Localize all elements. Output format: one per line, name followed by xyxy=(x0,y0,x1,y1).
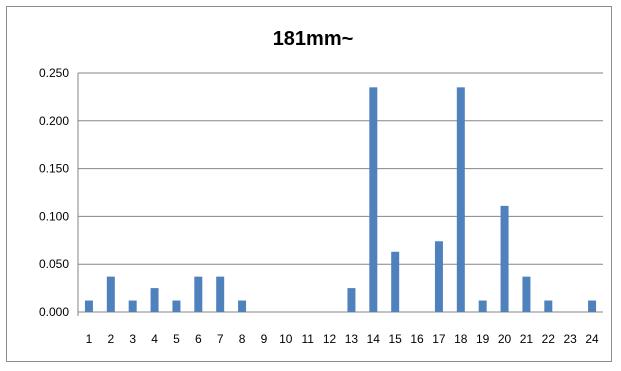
bars xyxy=(84,87,597,312)
bar-24 xyxy=(588,300,597,312)
bar-4 xyxy=(150,288,159,312)
bar-18 xyxy=(456,87,465,312)
x-tick-label: 13 xyxy=(345,332,359,346)
bar-20 xyxy=(500,205,509,312)
bar-13 xyxy=(347,288,356,312)
bar-19 xyxy=(478,300,487,312)
x-tick-label: 24 xyxy=(585,332,599,346)
x-tick-label: 6 xyxy=(195,332,202,346)
bar-17 xyxy=(434,241,443,312)
bar-6 xyxy=(194,276,203,312)
x-tick-label: 8 xyxy=(239,332,246,346)
x-tick-label: 17 xyxy=(432,332,446,346)
x-tick-label: 9 xyxy=(261,332,268,346)
bar-14 xyxy=(369,87,378,312)
x-tick-label: 10 xyxy=(279,332,293,346)
y-tick-label: 0.100 xyxy=(39,209,69,223)
bar-1 xyxy=(84,300,93,312)
x-tick-label: 18 xyxy=(454,332,468,346)
x-tick-label: 19 xyxy=(476,332,490,346)
bar-2 xyxy=(106,276,115,312)
bar-3 xyxy=(128,300,137,312)
bar-7 xyxy=(216,276,225,312)
y-tick-label: 0.150 xyxy=(39,162,69,176)
x-tick-label: 1 xyxy=(86,332,93,346)
bar-22 xyxy=(544,300,553,312)
x-tick-label: 11 xyxy=(301,332,314,346)
y-axis-tick-labels: 0.000 0.050 0.100 0.150 0.200 0.250 xyxy=(39,66,69,319)
x-tick-label: 22 xyxy=(542,332,556,346)
y-tick-label: 0.250 xyxy=(39,66,69,80)
y-tick-label: 0.000 xyxy=(39,305,69,319)
x-tick-label: 23 xyxy=(564,332,578,346)
x-tick-label: 2 xyxy=(107,332,114,346)
x-axis-tick-labels: 1 2 3 4 5 6 7 8 9 10 11 12 13 14 15 16 17 18 19 20 21 22 23 24 xyxy=(86,332,599,346)
y-tick-label: 0.200 xyxy=(39,114,69,128)
chart-title: 181mm~ xyxy=(273,28,354,50)
x-tick-label: 20 xyxy=(498,332,512,346)
x-tick-label: 15 xyxy=(389,332,403,346)
x-tick-label: 3 xyxy=(129,332,136,346)
x-tick-label: 5 xyxy=(173,332,180,346)
bar-8 xyxy=(238,300,247,312)
x-tick-label: 7 xyxy=(217,332,224,346)
bar-5 xyxy=(172,300,181,312)
gridlines xyxy=(77,72,603,316)
x-tick-label: 16 xyxy=(410,332,424,346)
x-tick-label: 21 xyxy=(520,332,534,346)
x-tick-label: 12 xyxy=(323,332,337,346)
x-tick-label: 4 xyxy=(151,332,158,346)
bar-15 xyxy=(391,251,400,312)
x-tick-label: 14 xyxy=(367,332,381,346)
bar-21 xyxy=(522,276,531,312)
y-tick-label: 0.050 xyxy=(39,257,69,271)
